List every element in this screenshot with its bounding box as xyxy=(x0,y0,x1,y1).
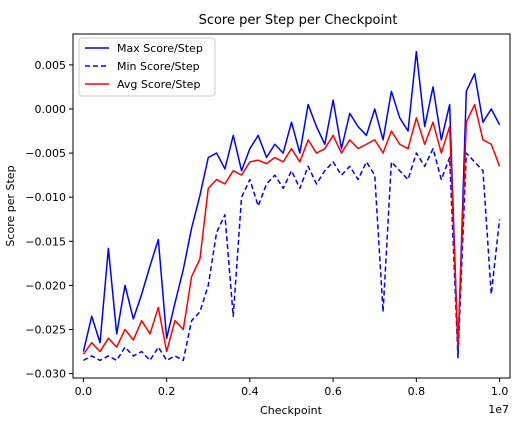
y-tick-label: 0.005 xyxy=(35,59,67,72)
x-axis-label: Checkpoint xyxy=(260,404,323,417)
x-tick-label: 0.2 xyxy=(158,385,176,398)
y-tick-label: −0.025 xyxy=(25,323,66,336)
y-tick-label: −0.005 xyxy=(25,147,66,160)
legend-label-max-score-step: Max Score/Step xyxy=(117,42,203,55)
series-layer xyxy=(82,50,501,362)
x-axis: 0.0 0.2 0.4 0.6 0.8 1.0 xyxy=(75,378,509,398)
y-tick-label: −0.015 xyxy=(25,235,66,248)
x-tick-label: 0.6 xyxy=(324,385,342,398)
legend: Max Score/Step Min Score/Step Avg Score/St… xyxy=(78,37,216,97)
y-tick-label: −0.010 xyxy=(25,191,66,204)
chart-title: Score per Step per Checkpoint xyxy=(199,13,398,28)
series-line-avg-score-step xyxy=(82,103,501,355)
x-tick-label: 0.0 xyxy=(75,385,93,398)
x-axis-offset-label: 1e7 xyxy=(488,403,509,416)
plot-frame xyxy=(72,33,511,379)
y-tick-label: 0.000 xyxy=(35,103,67,116)
legend-label-min-score-step: Min Score/Step xyxy=(117,60,200,73)
y-axis-label: Score per Step xyxy=(4,165,17,246)
y-axis: −0.030 −0.025 −0.020 −0.015 −0.010 −0.005 0.00… xyxy=(25,59,73,381)
legend-items: Max Score/Step Min Score/Step Avg Score/St… xyxy=(85,42,203,91)
y-tick-label: −0.020 xyxy=(25,279,66,292)
x-tick-label: 0.4 xyxy=(241,385,259,398)
legend-label-avg-score-step: Avg Score/Step xyxy=(117,78,200,91)
series-line-max-score-step xyxy=(82,50,501,353)
plot-area xyxy=(72,33,511,379)
x-tick-label: 0.8 xyxy=(408,385,426,398)
y-tick-label: −0.030 xyxy=(25,368,66,381)
series-line-min-score-step xyxy=(83,147,501,362)
legend-box xyxy=(78,37,216,97)
x-tick-label: 1.0 xyxy=(491,385,509,398)
